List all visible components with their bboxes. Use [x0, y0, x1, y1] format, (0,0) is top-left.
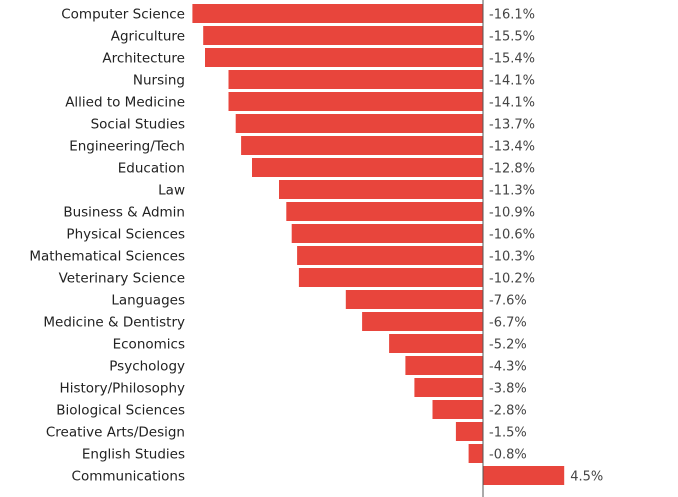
value-label-medicine-and-dentistry: -6.7% — [489, 316, 527, 331]
bar-architecture — [205, 48, 483, 67]
category-label-computer-science: Computer Science — [61, 7, 185, 23]
category-label-social-studies: Social Studies — [91, 117, 185, 133]
value-label-languages: -7.6% — [489, 294, 527, 309]
category-label-history-philosophy: History/Philosophy — [60, 381, 185, 397]
bar-business-and-admin — [286, 202, 483, 221]
value-label-mathematical-sciences: -10.3% — [489, 250, 535, 265]
bar-psychology — [405, 356, 483, 375]
category-label-physical-sciences: Physical Sciences — [66, 227, 185, 243]
bars-group — [192, 4, 565, 485]
category-label-allied-to-medicine: Allied to Medicine — [65, 95, 185, 111]
bar-economics — [389, 334, 483, 353]
category-label-psychology: Psychology — [109, 359, 185, 375]
bar-agriculture — [203, 26, 483, 45]
value-label-computer-science: -16.1% — [489, 8, 535, 23]
category-label-economics: Economics — [113, 337, 185, 353]
bar-social-studies — [235, 114, 483, 133]
category-label-english-studies: English Studies — [82, 447, 185, 463]
category-label-nursing: Nursing — [133, 73, 185, 89]
category-labels: Computer Science Agriculture Architecture N… — [29, 7, 185, 485]
value-label-english-studies: -0.8% — [489, 448, 527, 463]
value-labels: -16.1% -15.5% -15.4% -14.1% -14.1% -13.7% -13.… — [489, 8, 603, 485]
bar-mathematical-sciences — [297, 246, 483, 265]
category-label-architecture: Architecture — [102, 51, 185, 67]
bar-engineering-tech — [241, 136, 483, 155]
bar-physical-sciences — [291, 224, 483, 243]
category-label-agriculture: Agriculture — [111, 29, 185, 45]
bar-law — [279, 180, 483, 199]
value-label-history-philosophy: -3.8% — [489, 382, 527, 397]
bar-languages — [345, 290, 483, 309]
value-label-physical-sciences: -10.6% — [489, 228, 535, 243]
bar-allied-to-medicine — [228, 92, 483, 111]
bar-biological-sciences — [432, 400, 483, 419]
value-label-agriculture: -15.5% — [489, 30, 535, 45]
bar-veterinary-science — [298, 268, 483, 287]
value-label-law: -11.3% — [489, 184, 535, 199]
category-label-veterinary-science: Veterinary Science — [59, 271, 185, 287]
value-label-architecture: -15.4% — [489, 52, 535, 67]
category-label-creative-arts-design: Creative Arts/Design — [46, 425, 185, 441]
bar-computer-science — [192, 4, 483, 23]
value-label-creative-arts-design: -1.5% — [489, 426, 527, 441]
bar-medicine-and-dentistry — [362, 312, 483, 331]
bar-creative-arts-design — [455, 422, 483, 441]
value-label-economics: -5.2% — [489, 338, 527, 353]
category-label-business-and-admin: Business & Admin — [63, 205, 185, 221]
bar-nursing — [228, 70, 483, 89]
value-label-allied-to-medicine: -14.1% — [489, 96, 535, 111]
value-label-nursing: -14.1% — [489, 74, 535, 89]
category-label-mathematical-sciences: Mathematical Sciences — [29, 249, 185, 265]
category-label-languages: Languages — [111, 293, 185, 309]
value-label-psychology: -4.3% — [489, 360, 527, 375]
value-label-business-and-admin: -10.9% — [489, 206, 535, 221]
category-label-medicine-and-dentistry: Medicine & Dentistry — [43, 315, 185, 331]
category-label-biological-sciences: Biological Sciences — [56, 403, 185, 419]
category-label-communications: Communications — [72, 469, 185, 485]
value-label-education: -12.8% — [489, 162, 535, 177]
value-label-veterinary-science: -10.2% — [489, 272, 535, 287]
value-label-communications: 4.5% — [570, 470, 603, 485]
value-label-social-studies: -13.7% — [489, 118, 535, 133]
category-label-engineering-tech: Engineering/Tech — [69, 139, 185, 155]
category-label-law: Law — [158, 183, 185, 199]
category-label-education: Education — [118, 161, 185, 177]
value-label-biological-sciences: -2.8% — [489, 404, 527, 419]
bar-communications — [483, 466, 565, 485]
bar-education — [252, 158, 483, 177]
bar-history-philosophy — [414, 378, 483, 397]
bar-english-studies — [468, 444, 483, 463]
value-label-engineering-tech: -13.4% — [489, 140, 535, 155]
